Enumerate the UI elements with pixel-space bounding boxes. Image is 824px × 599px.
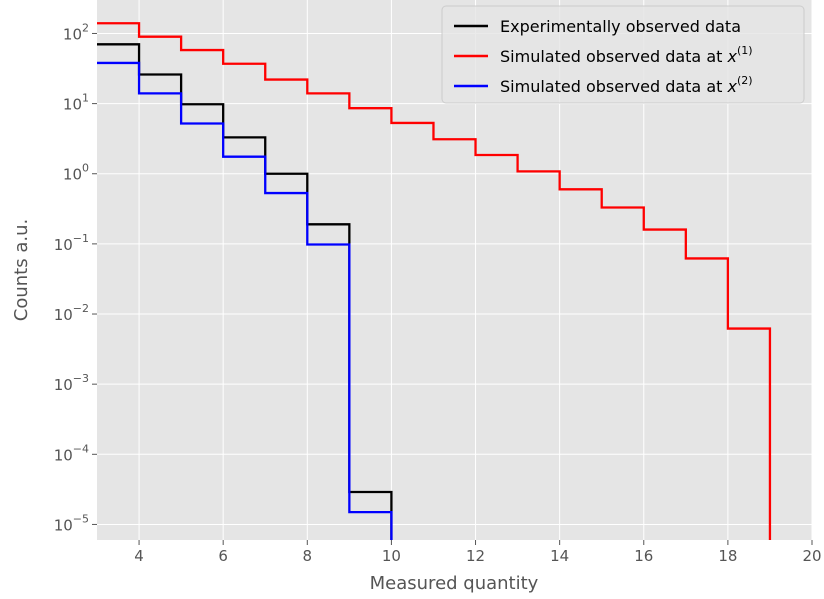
- legend-label-sim-x2: Simulated observed data at x(2): [500, 74, 753, 96]
- x-tick-label: 14: [550, 547, 569, 565]
- x-axis: 4 6 8 10 12 14 16 18 20: [134, 540, 822, 565]
- x-tick-label: 4: [134, 547, 144, 565]
- series-line-2: [97, 61, 393, 540]
- y-tick-label: 10−3: [54, 372, 89, 394]
- x-tick-label: 16: [634, 547, 653, 565]
- x-tick-label: 10: [382, 547, 401, 565]
- y-tick-label: 100: [63, 162, 89, 184]
- legend-label-sim-x1: Simulated observed data at x(1): [500, 44, 753, 66]
- legend-label-experimental: Experimentally observed data: [500, 17, 741, 36]
- x-axis-label: Measured quantity: [370, 573, 539, 594]
- y-tick-label: 101: [63, 92, 89, 114]
- series-line-1: [97, 22, 772, 540]
- x-tick-label: 6: [218, 547, 228, 565]
- y-axis-label: Counts a.u.: [11, 219, 32, 321]
- y-axis: 10−5 10−4 10−3 10−2 10−1 100 101 102: [54, 21, 97, 534]
- y-tick-label: 10−4: [54, 442, 89, 464]
- y-tick-label: 102: [63, 21, 89, 43]
- x-tick-label: 8: [303, 547, 313, 565]
- y-tick-label: 10−1: [54, 232, 89, 254]
- x-tick-label: 18: [718, 547, 737, 565]
- legend-box: [441, 5, 805, 104]
- y-tick-label: 10−5: [54, 512, 89, 534]
- y-tick-label: 10−2: [54, 302, 89, 324]
- series-layer: [97, 22, 772, 540]
- x-tick-label: 20: [802, 547, 821, 565]
- x-tick-label: 12: [466, 547, 485, 565]
- legend: Experimentally observed data Simulated o…: [441, 5, 805, 104]
